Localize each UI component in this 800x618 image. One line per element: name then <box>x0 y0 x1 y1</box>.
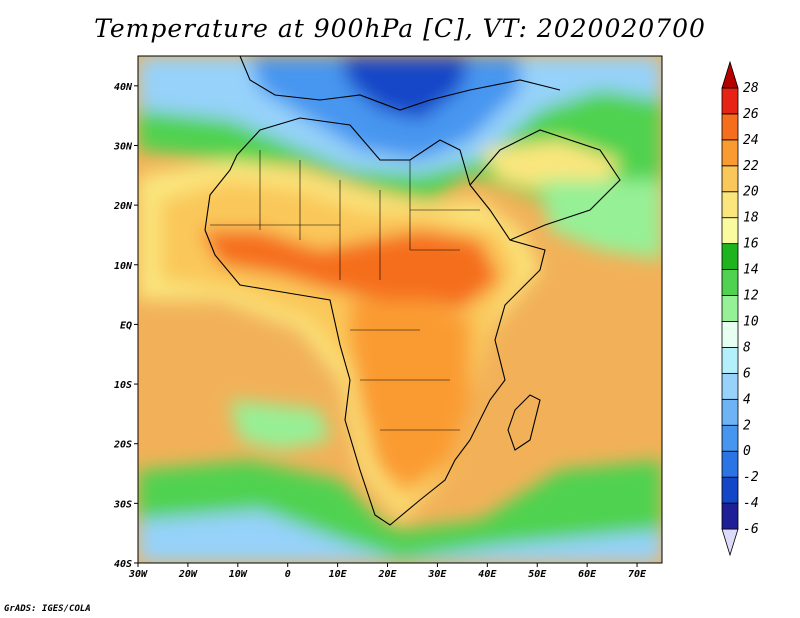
colorbar-label: 8 <box>743 340 751 355</box>
lon-tick-label: 30E <box>427 569 447 580</box>
lat-tick-label: 40S <box>114 559 132 570</box>
latitude-ticks: 40N 30N 20N 10N EQ 10S 20S 30S 40S <box>113 82 138 570</box>
colorbar-label: 16 <box>743 237 759 252</box>
lat-tick-label: 10N <box>114 261 133 272</box>
colorbar-label: 6 <box>743 366 751 381</box>
colorbar-label: 12 <box>743 289 759 304</box>
colorbar-label: 0 <box>743 444 751 459</box>
colorbar-swatch <box>721 347 739 374</box>
temperature-field <box>138 56 662 563</box>
lon-tick-label: 30W <box>128 569 148 580</box>
lon-tick-label: 70E <box>628 569 647 580</box>
colorbar-label: 4 <box>743 392 751 407</box>
country-borders <box>210 150 480 431</box>
colorbar-swatch <box>721 191 739 219</box>
region-europe-cold <box>340 56 470 120</box>
map-title: Temperature at 900hPa [C], VT: 202002070… <box>94 14 706 43</box>
colorbar-swatch <box>721 450 739 478</box>
colorbar-label: 28 <box>743 81 759 96</box>
colorbar-label: -2 <box>743 470 759 485</box>
colorbar-swatch <box>721 87 739 115</box>
colorbar-label: 10 <box>743 314 759 329</box>
colorbar-label: 20 <box>743 185 759 200</box>
colorbar-swatch <box>721 139 739 167</box>
colorbar-swatch <box>721 243 739 270</box>
lon-tick-label: 50E <box>528 569 547 580</box>
lat-tick-label: 20S <box>113 440 132 451</box>
lon-tick-label: 10W <box>229 569 248 580</box>
credit-text: GrADS: IGES/COLA <box>4 604 91 614</box>
colorbar-swatch <box>721 113 739 141</box>
colorbar-swatch <box>721 528 739 557</box>
colorbar-swatch <box>721 165 739 193</box>
colorbar-label: -4 <box>743 496 759 511</box>
lat-tick-label: 40N <box>114 82 133 93</box>
colorbar-swatch <box>721 295 739 322</box>
colorbar-label: 24 <box>743 133 759 148</box>
colorbar-label: 18 <box>743 211 759 226</box>
colorbar-swatch <box>721 398 739 426</box>
longitude-ticks: 30W 20W 10W 0 10E 20E 30E 40E 50E 60E 70E <box>128 563 647 580</box>
colorbar-label: 26 <box>743 107 759 122</box>
colorbar-swatch <box>721 372 739 400</box>
colorbar-label: 22 <box>743 159 759 174</box>
colorbar-label: 14 <box>743 263 759 278</box>
colorbar-swatch <box>721 502 739 530</box>
lon-tick-label: 40E <box>478 569 497 580</box>
region-indian-green <box>540 180 662 260</box>
colorbar-swatch <box>721 424 739 452</box>
colorbar-swatch <box>721 217 739 245</box>
colorbar-swatch <box>721 476 739 504</box>
lat-tick-label: 10S <box>114 380 132 391</box>
lon-tick-label: 20E <box>377 569 397 580</box>
lat-tick-label: 30N <box>113 141 133 152</box>
lat-tick-label: 20N <box>113 201 133 212</box>
colorbar-swatch <box>721 269 739 296</box>
region-central-hot <box>350 300 470 490</box>
lon-tick-label: 20W <box>178 569 198 580</box>
region-southern-ocean <box>138 510 662 563</box>
lon-tick-label: 60E <box>578 569 597 580</box>
colorbar-swatch <box>721 321 739 348</box>
coastlines <box>204 56 621 526</box>
plot-frame <box>137 55 663 564</box>
colorbar-label: 2 <box>743 418 751 433</box>
colorbar-label: -6 <box>743 522 759 537</box>
colorbar-swatch <box>721 60 739 89</box>
lat-tick-label: 30S <box>113 499 132 510</box>
lon-tick-label: 10E <box>329 569 348 580</box>
lon-tick-label: 0 <box>285 569 291 580</box>
region-south-atlantic-lightgreen <box>230 400 330 450</box>
lat-tick-label: EQ <box>120 320 132 331</box>
